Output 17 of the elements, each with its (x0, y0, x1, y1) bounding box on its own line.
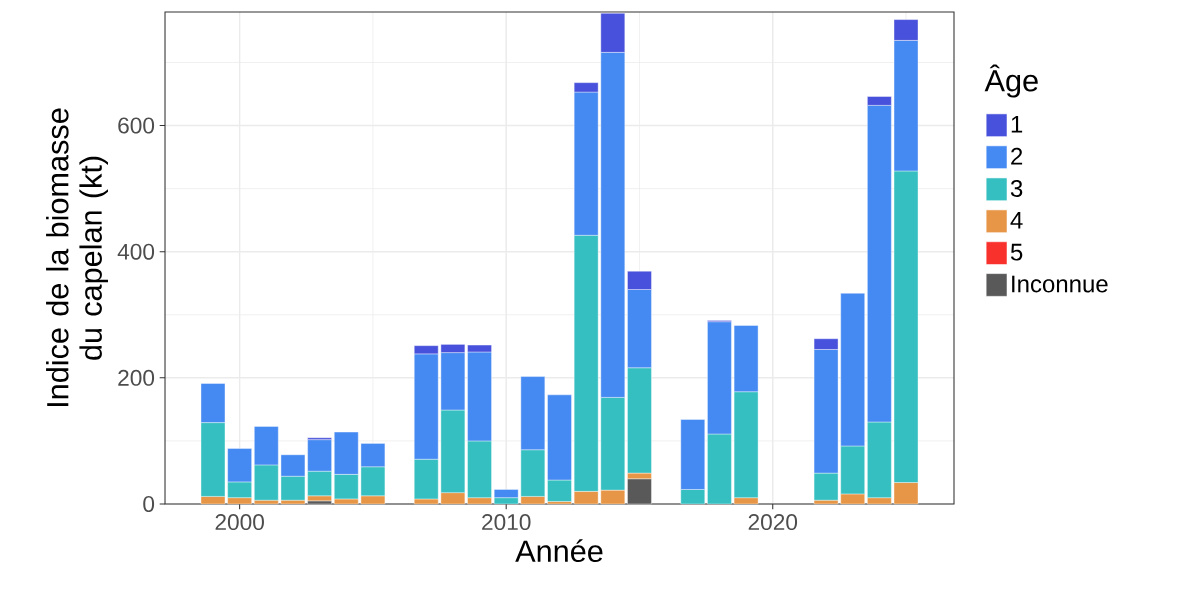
y-tick-label: 0 (143, 495, 155, 513)
x-axis-title: Année (515, 539, 603, 563)
legend-label: 3 (1010, 179, 1023, 197)
legend-label: Inconnue (1012, 275, 1108, 293)
legend-label: 1 (1011, 115, 1023, 133)
x-tick-label: 2010 (482, 514, 531, 531)
bar (627, 478, 652, 505)
y-tick-label: 400 (117, 243, 155, 260)
y-axis-title: Indice de la biomasse du capelan (kt) (46, 108, 108, 407)
legend-label: 2 (1011, 147, 1023, 165)
y-tick-label: 200 (118, 369, 155, 386)
x-tick-label: 2020 (748, 514, 798, 531)
legend-label: 4 (1010, 212, 1023, 229)
y-tick-label: 600 (118, 117, 155, 134)
legend-title: Âge (984, 64, 1038, 98)
legend-label: 5 (1010, 243, 1023, 261)
x-tick-label: 2000 (215, 514, 264, 531)
